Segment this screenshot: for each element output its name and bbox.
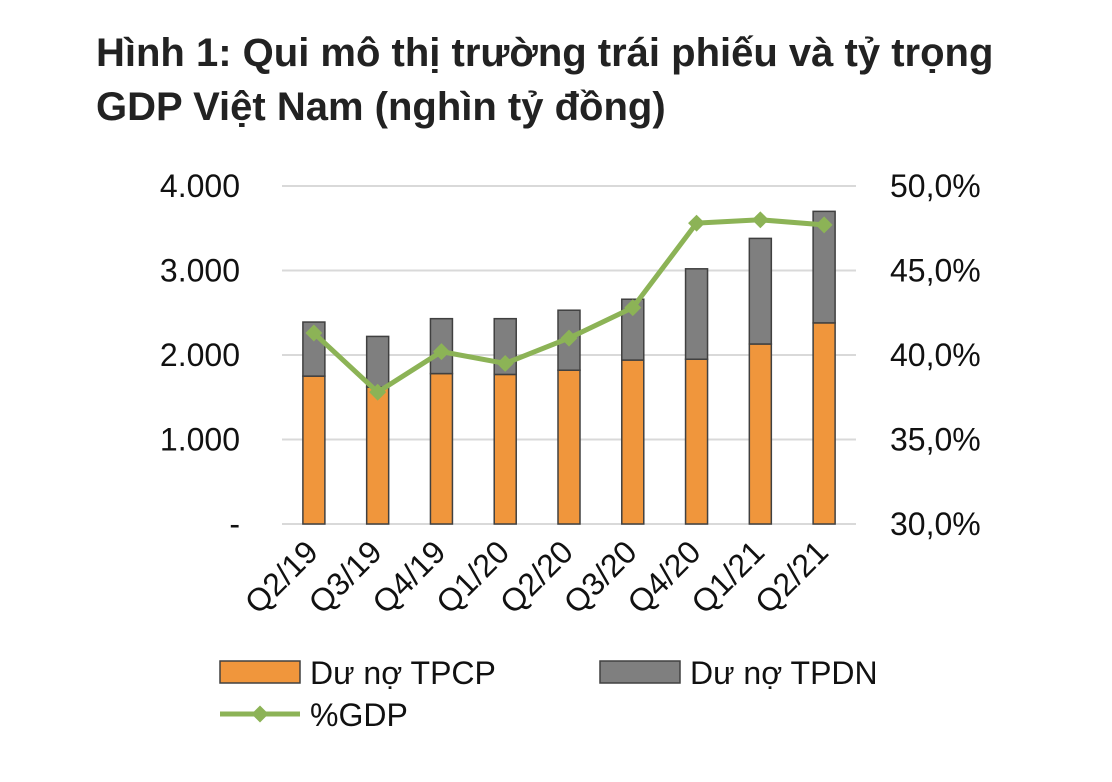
bar-tpcp [748, 343, 773, 525]
bar-tpdn [748, 237, 773, 345]
y-axis-left: - 1.000 2.000 3.000 4.000 [160, 168, 240, 542]
legend-swatch-tpcp [219, 660, 301, 684]
legend-swatch-tpdn [599, 660, 681, 684]
gdp-point [432, 343, 450, 361]
x-tick-label: Q4/19 [365, 533, 452, 620]
x-tick-label: Q4/20 [620, 533, 707, 620]
y-axis-right: 30,0% 35,0% 40,0% 45,0% 50,0% [890, 168, 981, 542]
gdp-point [305, 324, 323, 342]
bar-tpdn [365, 335, 390, 388]
y-left-tick-label: 4.000 [160, 168, 240, 204]
legend-label-tpdn: Dư nợ TPDN [690, 655, 878, 691]
y-right-tick-label: 35,0% [890, 422, 981, 458]
y-right-tick-label: 30,0% [890, 506, 981, 542]
x-axis: Q2/19Q3/19Q4/19Q1/20Q2/20Q3/20Q4/20Q1/21… [238, 533, 835, 620]
x-tick-label: Q1/20 [429, 533, 516, 620]
gdp-point [815, 216, 833, 234]
y-left-tick-label: - [229, 506, 240, 542]
x-tick-label: Q2/19 [238, 533, 325, 620]
y-left-tick-label: 1.000 [160, 422, 240, 458]
gdp-point [688, 214, 706, 232]
bars [302, 210, 836, 525]
legend-label-gdp: %GDP [310, 697, 408, 733]
gdp-point [751, 211, 769, 229]
bar-tpcp [365, 386, 390, 525]
bar-tpcp [429, 372, 454, 525]
bar-tpcp [302, 375, 326, 525]
gdp-point [369, 383, 387, 401]
bar-tpcp [621, 359, 645, 525]
x-tick-label: Q3/20 [557, 533, 644, 620]
legend-label-tpcp: Dư nợ TPCP [310, 655, 496, 691]
x-tick-label: Q2/20 [493, 533, 580, 620]
chart-title: Hình 1: Qui mô thị trường trái phiếu và … [96, 31, 994, 129]
y-left-tick-label: 3.000 [160, 253, 240, 289]
bar-tpdn [812, 210, 836, 324]
bar-tpcp [493, 373, 517, 525]
y-right-tick-label: 40,0% [890, 337, 981, 373]
gdp-point [496, 354, 514, 372]
bar-tpcp [812, 322, 836, 525]
x-tick-label: Q3/19 [302, 533, 389, 620]
legend: Dư nợ TPCP Dư nợ TPDN %GDP [219, 655, 878, 733]
x-tick-label: Q2/21 [748, 533, 835, 620]
bar-tpcp [684, 358, 709, 525]
bar-tpcp [557, 369, 581, 525]
gdp-line [305, 211, 833, 401]
y-left-tick-label: 2.000 [160, 337, 240, 373]
gdp-point [624, 299, 642, 317]
y-right-tick-label: 45,0% [890, 253, 981, 289]
y-right-tick-label: 50,0% [890, 168, 981, 204]
bar-tpdn [684, 268, 709, 360]
legend-marker-gdp [251, 705, 269, 723]
x-tick-label: Q1/21 [684, 533, 771, 620]
gdp-point [560, 329, 578, 347]
